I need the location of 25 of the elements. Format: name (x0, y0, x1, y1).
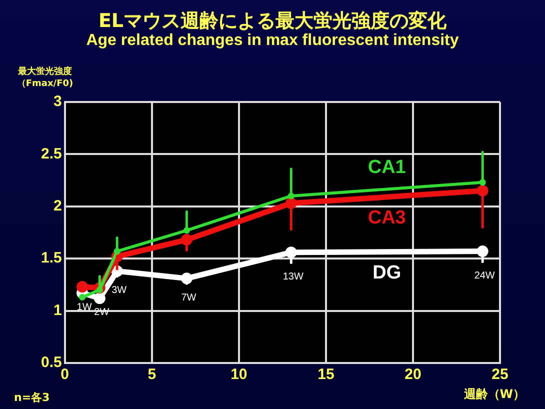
x-tick-label: 20 (404, 366, 422, 384)
chart-title: ELマウス週齢による最大蛍光強度の変化 (97, 9, 448, 33)
annotation: 13W (282, 272, 304, 283)
y-tick-label: 2 (54, 198, 62, 215)
x-tick-label: 25 (492, 366, 508, 384)
annotation: 1W (76, 302, 92, 313)
x-tick-label: 5 (148, 366, 156, 384)
y-tick-label: 1.5 (40, 250, 62, 267)
annotation: 7W (181, 292, 197, 304)
y-tick-label: 2.5 (40, 145, 62, 162)
series-label: DG (372, 262, 402, 284)
series-label: CA3 (368, 208, 406, 229)
y-tick-label: 0.5 (40, 354, 62, 372)
x-axis-title: 週齢（W） (464, 386, 525, 403)
annotation: 24W (474, 270, 496, 282)
x-tick-label: 0 (60, 366, 70, 384)
y-tick-label: 3 (54, 93, 62, 110)
x-tick-label: 15 (318, 366, 334, 384)
y-tick-label: 1 (54, 302, 62, 319)
y-axis-title: 最大蛍光強度（Fmax/F0) (16, 66, 74, 90)
series-label: CA1 (368, 156, 406, 178)
chart-subtitle: Age related changes in max fluorescent intensity (85, 32, 460, 50)
x-tick-label: 10 (230, 366, 248, 384)
text: n=各3 (14, 390, 50, 405)
annotation: 3W (112, 285, 128, 296)
